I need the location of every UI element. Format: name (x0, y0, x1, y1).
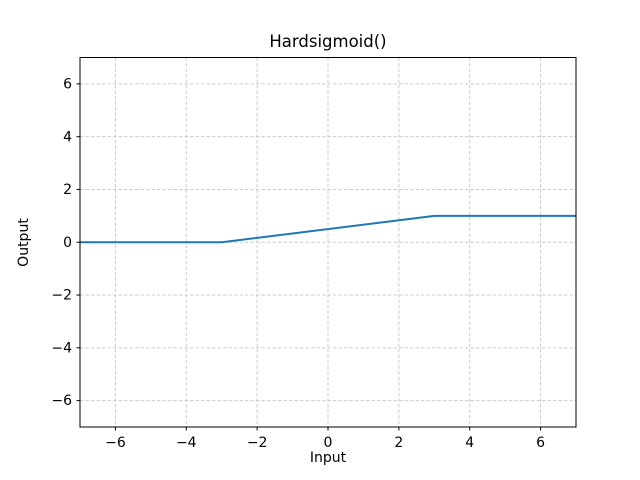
y-tick-label: 0 (63, 235, 72, 251)
y-tick-label: −6 (51, 393, 72, 409)
series-lines (80, 214, 576, 244)
y-axis-label: Output (16, 218, 32, 267)
y-axis-ticks: −6 −4 −2 0 2 4 6 (51, 77, 80, 409)
x-tick-label: 4 (465, 435, 474, 451)
series-line-hardsigmoid (80, 214, 576, 244)
y-tick-label: −2 (51, 288, 72, 304)
x-tick-label: −4 (176, 435, 197, 451)
x-tick-label: 0 (324, 435, 333, 451)
y-tick-label: 4 (63, 129, 72, 145)
y-tick-label: −4 (51, 340, 72, 356)
y-tick-label: 6 (63, 77, 72, 93)
x-tick-label: −6 (105, 435, 126, 451)
chart-title: Hardsigmoid() (269, 32, 386, 51)
x-axis-ticks: −6 −4 −2 0 2 4 6 (105, 427, 545, 451)
y-tick-label: 2 (63, 182, 72, 198)
x-tick-label: −2 (247, 435, 268, 451)
x-axis-label: Input (310, 450, 347, 466)
x-tick-label: 2 (394, 435, 403, 451)
x-tick-label: 6 (536, 435, 545, 451)
